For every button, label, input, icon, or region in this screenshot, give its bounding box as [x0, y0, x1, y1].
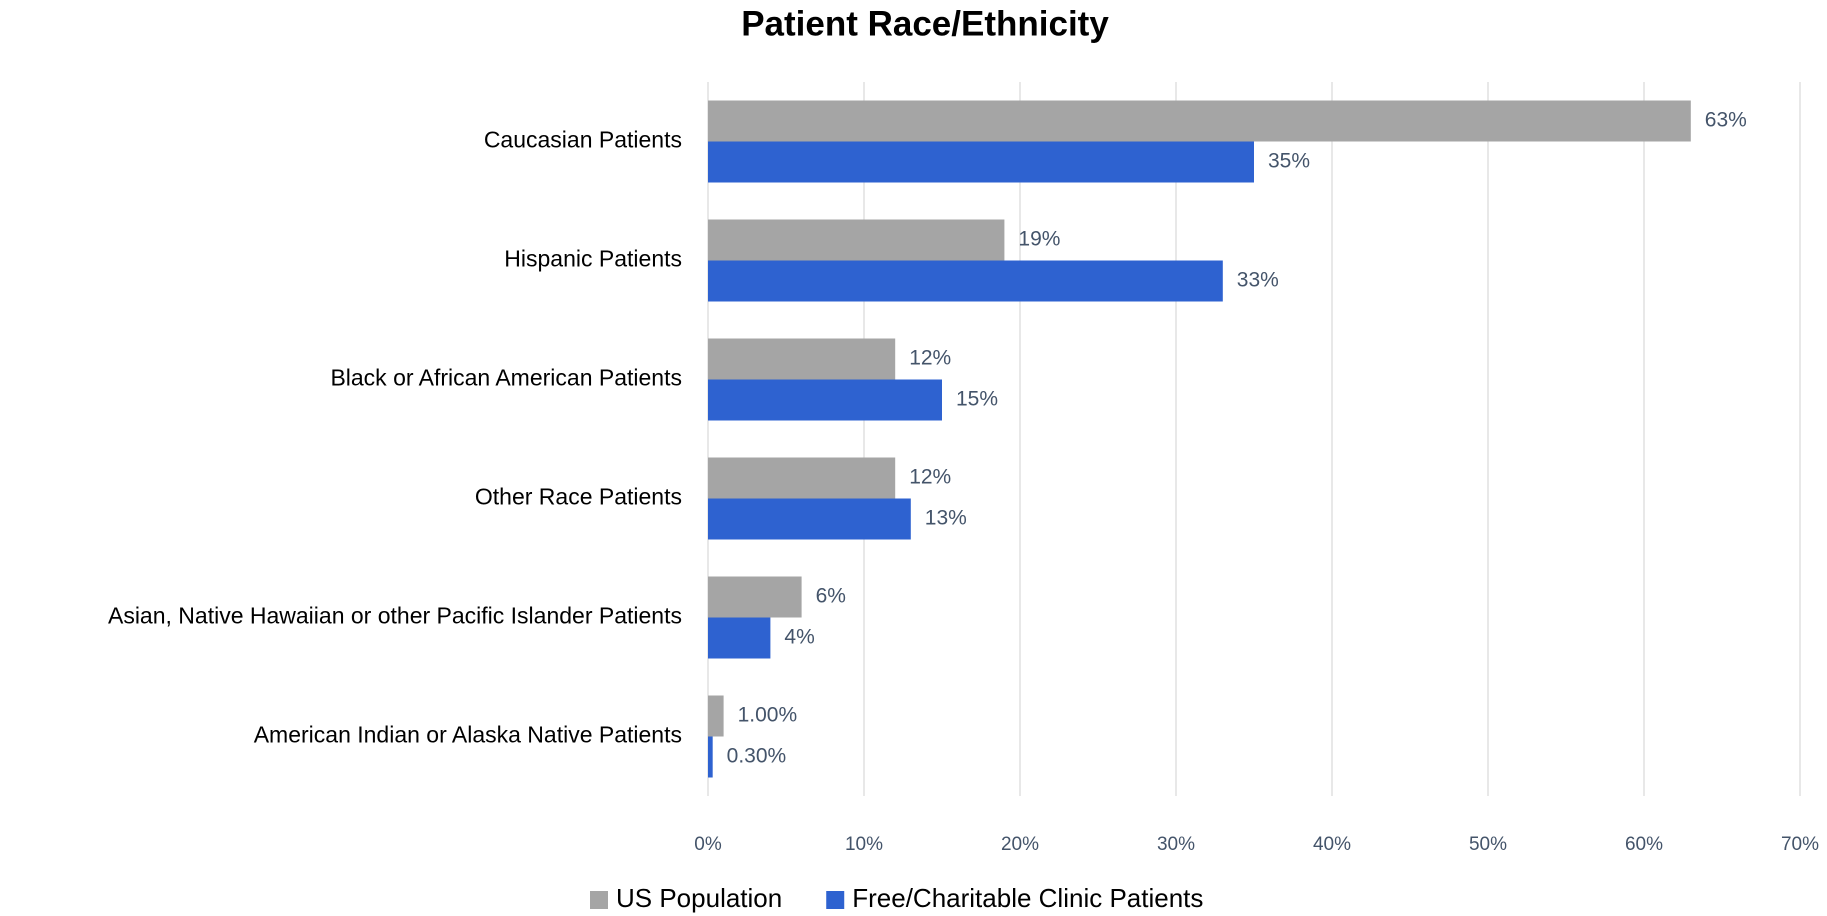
data-label: 1.00% [738, 704, 798, 727]
data-label: 6% [816, 585, 846, 608]
x-tick-label: 70% [1781, 834, 1819, 855]
x-tick-label: 50% [1469, 834, 1507, 855]
bar [708, 498, 911, 540]
data-label: 13% [925, 507, 967, 530]
x-tick-label: 0% [694, 834, 722, 855]
y-tick-label: Asian, Native Hawaiian or other Pacific … [108, 603, 682, 629]
chart-title: Patient Race/Ethnicity [741, 4, 1109, 43]
bar [708, 617, 771, 659]
legend-swatch [826, 891, 845, 909]
y-tick-label: Black or African American Patients [330, 365, 682, 391]
y-tick-label: American Indian or Alaska Native Patient… [254, 722, 682, 748]
bar [708, 576, 802, 618]
bar [708, 457, 896, 499]
x-tick-label: 40% [1313, 834, 1351, 855]
data-label: 4% [784, 626, 814, 649]
legend-label: Free/Charitable Clinic Patients [852, 883, 1203, 913]
data-label: 19% [1018, 228, 1060, 251]
data-label: 12% [909, 466, 951, 489]
legend-label: US Population [616, 883, 782, 913]
x-tick-label: 10% [845, 834, 883, 855]
bar [708, 736, 713, 778]
y-tick-label: Caucasian Patients [484, 127, 682, 153]
bar [708, 219, 1005, 261]
bar [708, 141, 1254, 183]
x-tick-label: 60% [1625, 834, 1663, 855]
data-label: 33% [1237, 269, 1279, 292]
bar [708, 338, 896, 380]
data-label: 0.30% [727, 745, 787, 768]
bar [708, 260, 1223, 302]
legend-swatch [590, 891, 608, 909]
bar [708, 379, 942, 421]
y-tick-label: Other Race Patients [475, 484, 682, 510]
bar [708, 695, 724, 737]
data-label: 63% [1705, 109, 1747, 132]
data-label: 35% [1268, 150, 1310, 173]
x-tick-label: 20% [1001, 834, 1039, 855]
x-tick-label: 30% [1157, 834, 1195, 855]
data-label: 15% [956, 388, 998, 411]
y-tick-label: Hispanic Patients [504, 246, 682, 272]
bar [708, 100, 1691, 142]
data-label: 12% [909, 347, 951, 370]
